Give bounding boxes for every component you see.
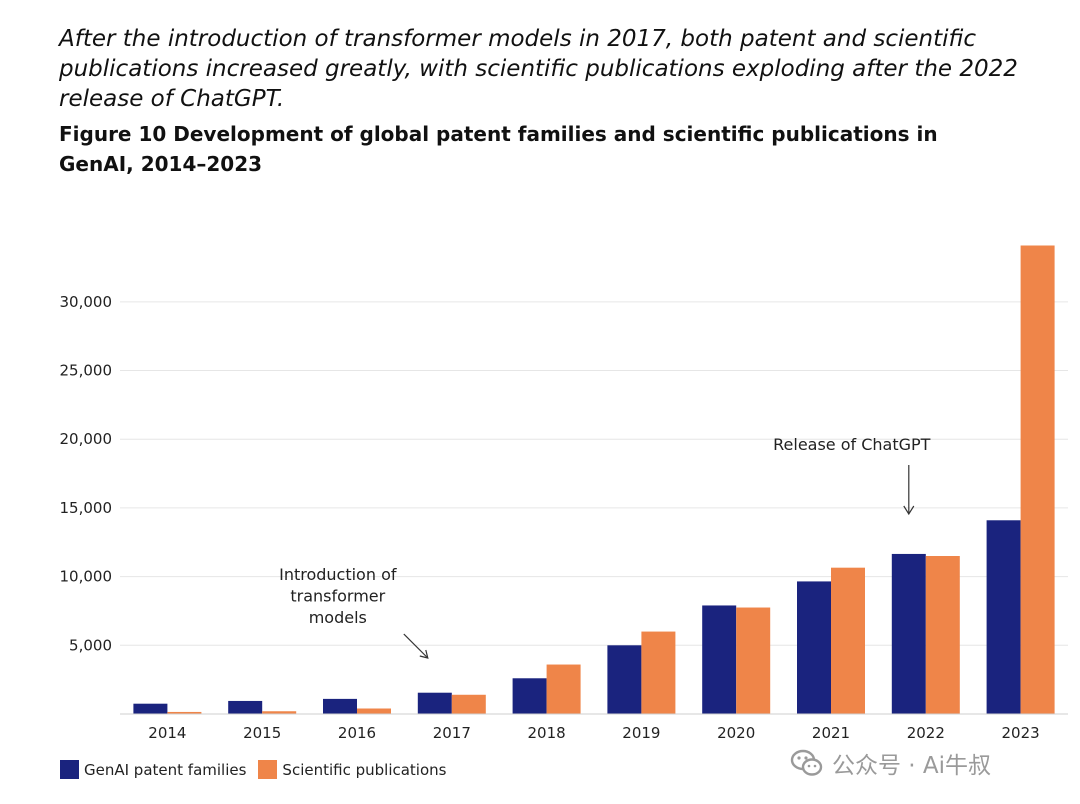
legend-item-patent: GenAI patent families xyxy=(60,760,246,779)
bar-publications xyxy=(357,708,391,714)
y-tick-label: 15,000 xyxy=(60,499,113,517)
bar-publications xyxy=(262,711,297,714)
bar-patent xyxy=(323,698,357,714)
x-tick-label: 2018 xyxy=(528,724,566,742)
x-tick-label: 2023 xyxy=(1002,724,1040,742)
x-tick-label: 2015 xyxy=(243,724,281,742)
wechat-icon xyxy=(790,749,823,776)
x-tick-label: 2017 xyxy=(433,724,471,742)
annotation-transformer-text: models xyxy=(309,608,367,627)
bar-publications xyxy=(925,556,960,714)
annotation-transformer-text: Introduction of xyxy=(279,565,397,584)
bar-patent xyxy=(607,645,642,714)
bar-patent xyxy=(797,581,831,714)
y-tick-label: 10,000 xyxy=(60,568,113,586)
x-tick-label: 2016 xyxy=(338,724,376,742)
bar-publications xyxy=(546,664,581,714)
bar-patent xyxy=(133,703,168,714)
bar-patent xyxy=(417,692,452,714)
bar-publications xyxy=(831,567,865,714)
annotation-transformer-text: transformer xyxy=(290,587,385,606)
bar-publications xyxy=(736,607,771,714)
y-tick-label: 30,000 xyxy=(60,293,113,311)
bar-publications xyxy=(1020,245,1055,714)
legend-swatch-publications xyxy=(258,760,278,779)
y-tick-label: 25,000 xyxy=(60,362,113,380)
annotation-transformer-arrow xyxy=(403,633,428,658)
y-tick-label: 20,000 xyxy=(60,430,113,448)
figure-title: Figure 10 Development of global patent f… xyxy=(59,122,938,176)
bar-patent xyxy=(512,678,547,714)
y-tick-label: 5,000 xyxy=(69,636,112,654)
watermark: 公众号 · Ai牛叔 xyxy=(790,746,991,780)
x-tick-label: 2014 xyxy=(148,724,186,742)
annotation-chatgpt-arrowhead xyxy=(903,505,915,516)
legend-label-publications: Scientific publications xyxy=(282,760,447,779)
x-tick-label: 2019 xyxy=(622,724,660,742)
bar-patent xyxy=(891,553,926,714)
annotation-chatgpt-text: Release of ChatGPT xyxy=(773,435,931,454)
x-tick-label: 2020 xyxy=(717,724,755,742)
x-tick-label: 2022 xyxy=(907,724,945,742)
bar-patent xyxy=(702,605,737,714)
bar-publications xyxy=(167,711,202,714)
x-tick-label: 2021 xyxy=(812,724,850,742)
bar-publications xyxy=(451,694,486,714)
bar-publications xyxy=(641,631,676,714)
bar-patent xyxy=(228,700,263,714)
annotation-transformer-arrowhead xyxy=(419,649,429,659)
legend-label-patent: GenAI patent families xyxy=(84,760,247,779)
legend-swatch-patent xyxy=(60,760,79,779)
watermark-text: 公众号 · Ai牛叔 xyxy=(832,753,992,779)
legend: GenAI patent families Scientific publica… xyxy=(60,760,458,779)
headline: After the introduction of transformer mo… xyxy=(59,26,1018,112)
bar-patent xyxy=(986,520,1021,714)
legend-item-publications: Scientific publications xyxy=(258,760,446,779)
